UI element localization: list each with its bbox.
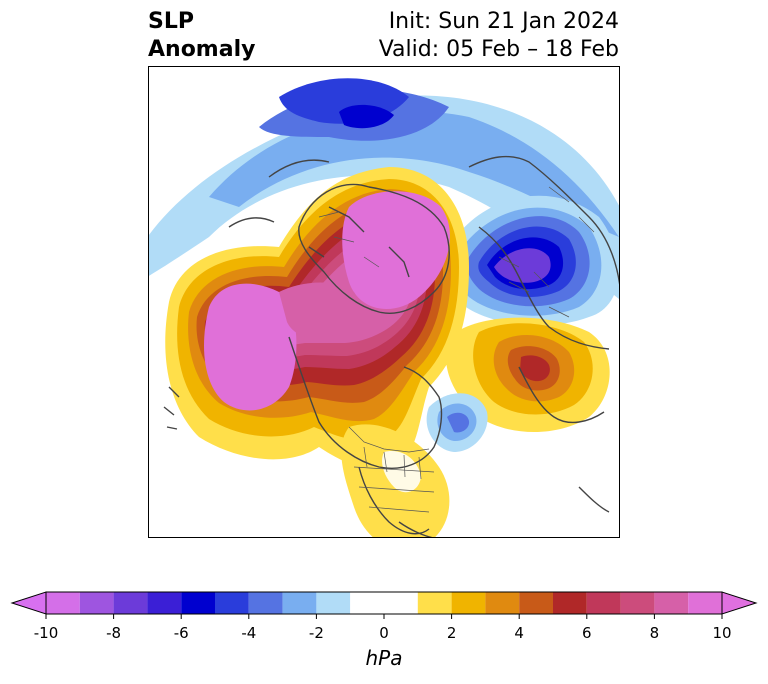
colorbar [10, 591, 758, 619]
colorbar-segment [79, 592, 114, 614]
anomaly-fill-layer [149, 67, 619, 537]
colorbar-tick-label: 2 [446, 624, 457, 642]
colorbar-tick-label: -2 [308, 624, 324, 642]
colorbar-segment [620, 592, 655, 614]
colorbar-segment [181, 592, 215, 614]
colorbar-tick-label: 4 [514, 624, 524, 642]
chart-title: SLP Anomaly [148, 8, 255, 64]
colorbar-segment [282, 592, 317, 614]
colorbar-segment [417, 592, 452, 614]
colorbar-segment [215, 592, 249, 614]
title-line-1: SLP [148, 9, 194, 34]
colorbar-segment [485, 592, 520, 614]
colorbar-segment [451, 592, 486, 614]
map-panel [148, 66, 620, 538]
anomaly-map [149, 67, 619, 537]
colorbar-segment [654, 592, 689, 614]
colorbar-segment [316, 592, 351, 614]
colorbar-segment [248, 592, 283, 614]
colorbar-tick-label: -8 [106, 624, 122, 642]
colorbar-tick-label: 6 [582, 624, 592, 642]
coastline-layer [163, 155, 619, 537]
border-layer [318, 186, 595, 513]
colorbar-tick-label: 10 [712, 624, 732, 642]
positive-anomaly-center-pacific [204, 283, 297, 411]
colorbar-tick-label: -4 [241, 624, 257, 642]
colorbar-segment [586, 592, 621, 614]
colorbar-tick-label: -10 [33, 624, 59, 642]
colorbar-segments [46, 592, 722, 614]
init-date-label: Init: Sun 21 Jan 2024 [388, 9, 619, 34]
title-line-2: Anomaly [148, 37, 256, 62]
valid-date-label: Valid: 05 Feb – 18 Feb [378, 37, 619, 62]
colorbar-tick-label: 8 [649, 624, 660, 642]
negative-anomaly-center-scandinavia [339, 104, 394, 129]
colorbar-tick-marks [45, 614, 723, 619]
colorbar-tick-label: 0 [379, 624, 389, 642]
colorbar-over-arrow [721, 591, 758, 615]
colorbar-segment [350, 592, 418, 614]
colorbar-segment [553, 592, 587, 614]
colorbar-unit-label: hPa [365, 646, 403, 670]
colorbar-segment [688, 592, 722, 614]
colorbar-segment [113, 592, 148, 614]
colorbar-tick-label: -6 [173, 624, 189, 642]
colorbar-under-arrow [10, 591, 47, 615]
date-info: Init: Sun 21 Jan 2024 Valid: 05 Feb – 18… [379, 8, 619, 64]
colorbar-segment [46, 592, 80, 614]
colorbar-segment [519, 592, 553, 614]
colorbar-segment [147, 592, 182, 614]
positive-anomaly-center-greenland [342, 191, 450, 309]
